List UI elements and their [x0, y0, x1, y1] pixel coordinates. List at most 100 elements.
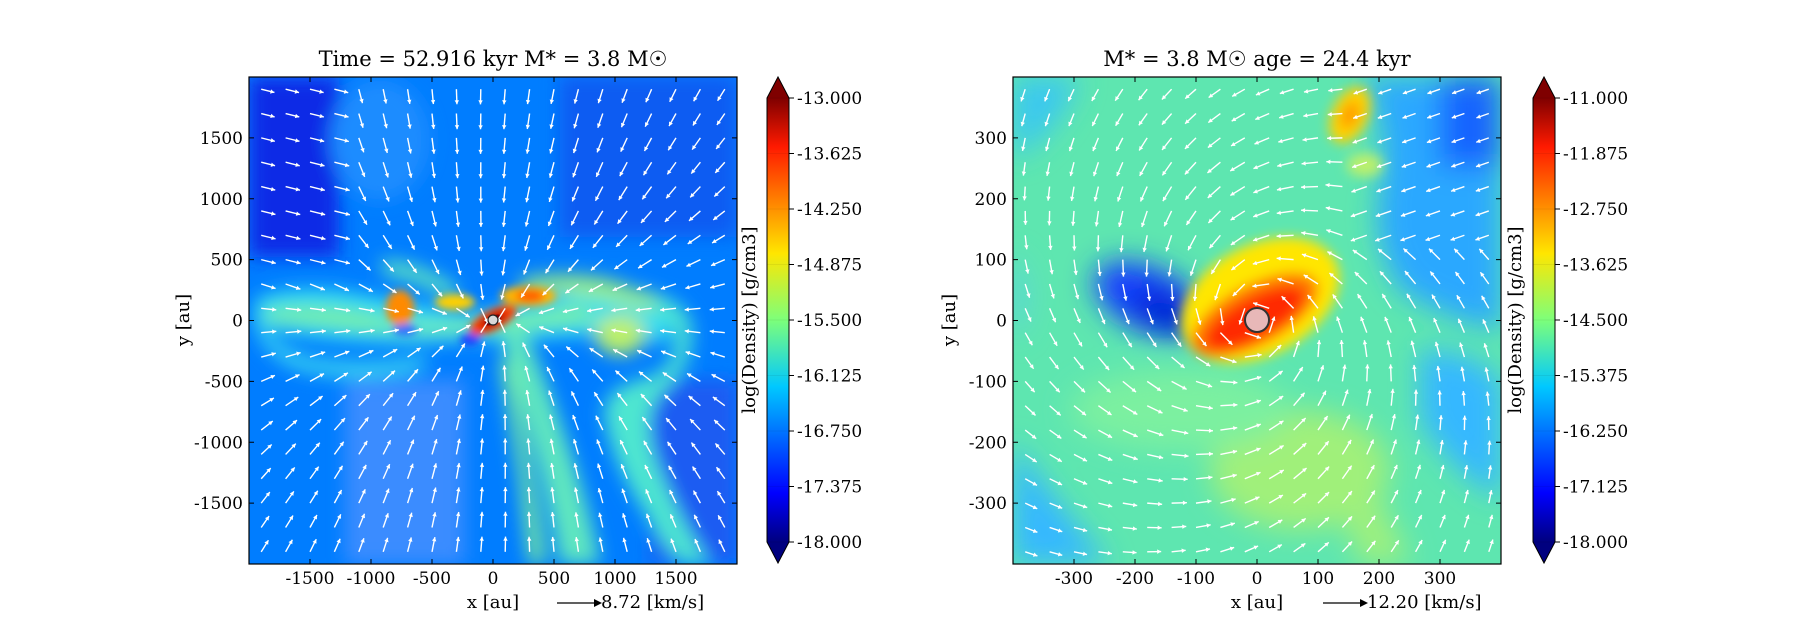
- velocity-arrow: [261, 161, 276, 167]
- velocity-arrow: [1122, 429, 1138, 438]
- velocity-arrow: [334, 234, 351, 241]
- velocity-arrow: [1024, 526, 1038, 533]
- velocity-arrow: [503, 462, 508, 479]
- velocity-arrow: [1300, 184, 1319, 190]
- velocity-arrow: [710, 351, 726, 358]
- velocity-arrow: [479, 462, 485, 479]
- velocity-arrow: [565, 346, 579, 358]
- velocity-arrow: [431, 283, 443, 297]
- velocity-arrow: [571, 186, 580, 202]
- velocity-arrow: [1486, 416, 1491, 431]
- velocity-arrow: [1459, 342, 1466, 358]
- velocity-arrow: [1317, 541, 1330, 553]
- velocity-arrow: [1317, 390, 1327, 407]
- velocity-arrow: [1171, 405, 1188, 412]
- chart-title-left: Time = 52.916 kyr M* = 3.8 M☉: [319, 47, 668, 71]
- velocity-arrow: [1244, 496, 1260, 504]
- velocity-arrow: [309, 210, 326, 216]
- velocity-arrow: [1073, 380, 1086, 393]
- velocity-arrow: [431, 326, 448, 334]
- velocity-arrow: [1327, 251, 1343, 261]
- velocity-arrow: [1167, 259, 1173, 277]
- velocity-arrow: [1097, 405, 1112, 416]
- velocity-arrow: [1232, 283, 1246, 297]
- velocity-arrow: [1024, 259, 1030, 274]
- velocity-arrow: [1122, 380, 1137, 393]
- velocity-arrow: [666, 441, 677, 455]
- velocity-arrow: [407, 259, 418, 274]
- velocity-arrow: [479, 438, 485, 455]
- velocity-arrow: [455, 462, 461, 479]
- velocity-arrow: [382, 162, 389, 178]
- velocity-arrow: [502, 365, 507, 382]
- velocity-arrow: [523, 259, 531, 275]
- velocity-arrow: [1073, 502, 1088, 509]
- velocity-arrow: [597, 487, 604, 504]
- velocity-arrow: [261, 210, 276, 216]
- velocity-arrow: [382, 89, 388, 104]
- y-axis-left: -1500 -1000 -500 0 500 1000 1500: [194, 129, 737, 514]
- velocity-arrow: [1095, 235, 1101, 252]
- velocity-arrow: [1268, 344, 1282, 358]
- velocity-arrow: [1219, 332, 1233, 346]
- velocity-arrow: [1317, 491, 1330, 504]
- velocity-arrow: [573, 89, 580, 104]
- velocity-arrow: [261, 307, 277, 312]
- velocity-arrow: [1400, 210, 1416, 217]
- velocity-arrow: [1069, 162, 1075, 177]
- velocity-arrow: [643, 440, 653, 455]
- velocity-arrow: [1048, 332, 1058, 347]
- velocity-arrow: [285, 419, 298, 431]
- velocity-arrow: [1300, 208, 1319, 213]
- velocity-arrow: [406, 439, 415, 455]
- velocity-arrow: [688, 210, 701, 222]
- velocity-arrow: [1377, 88, 1392, 95]
- velocity-arrow: [1402, 247, 1417, 261]
- velocity-arrow: [1276, 185, 1294, 192]
- velocity-arrow: [526, 487, 532, 504]
- velocity-arrow: [1341, 465, 1353, 480]
- velocity-arrow: [1114, 88, 1124, 102]
- velocity-arrow: [406, 487, 414, 504]
- velocity-arrow: [406, 137, 413, 154]
- velocity-arrow: [285, 185, 301, 192]
- velocity-arrow: [1336, 316, 1344, 333]
- velocity-arrow: [612, 348, 628, 358]
- velocity-arrow: [1195, 405, 1213, 410]
- velocity-arrow: [358, 234, 370, 249]
- velocity-arrow: [1390, 514, 1399, 528]
- velocity-arrow: [1097, 380, 1112, 394]
- velocity-arrow: [1268, 469, 1285, 480]
- velocity-arrow: [618, 186, 628, 201]
- velocity-arrow: [1326, 159, 1343, 165]
- velocity-arrow: [1220, 402, 1238, 408]
- velocity-arrow: [1044, 113, 1051, 127]
- velocity-arrow: [431, 536, 437, 552]
- y-tick-label: -1500: [194, 494, 243, 514]
- velocity-arrow: [1073, 429, 1088, 439]
- velocity-arrow: [661, 259, 677, 268]
- velocity-arrow: [640, 210, 653, 224]
- velocity-arrow: [550, 511, 555, 528]
- velocity-arrow: [1171, 548, 1186, 553]
- velocity-arrow: [407, 327, 424, 334]
- velocity-arrow: [1024, 502, 1038, 510]
- velocity-arrow: [550, 536, 556, 552]
- velocity-arrow: [1220, 449, 1238, 456]
- velocity-arrow: [1303, 88, 1319, 94]
- velocity-arrow: [1356, 293, 1368, 309]
- velocity-arrow: [1402, 112, 1416, 119]
- velocity-arrow: [1097, 356, 1110, 371]
- velocity-arrow: [260, 397, 275, 407]
- velocity-arrow: [1475, 137, 1490, 144]
- velocity-arrow: [1339, 340, 1344, 358]
- velocity-arrow: [455, 511, 461, 528]
- velocity-arrow: [611, 328, 628, 334]
- velocity-arrow: [1479, 271, 1490, 285]
- velocity-field-left: [260, 88, 726, 553]
- velocity-arrow: [1429, 271, 1441, 285]
- velocity-arrow: [592, 234, 604, 249]
- velocity-arrow: [1122, 453, 1138, 461]
- velocity-arrow: [285, 329, 302, 334]
- velocity-arrow: [1278, 137, 1294, 144]
